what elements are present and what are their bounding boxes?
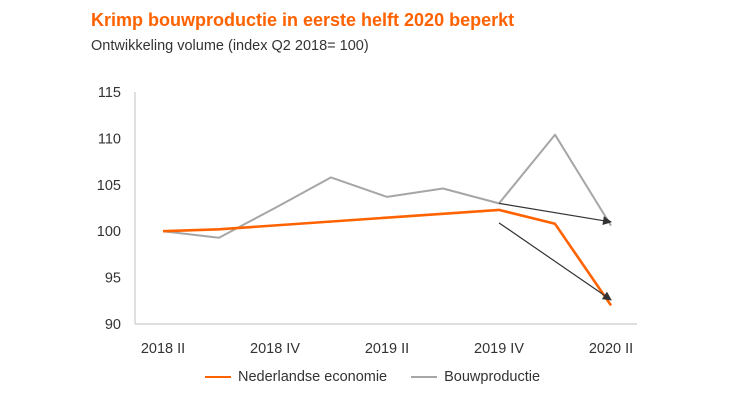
y-tick-label: 110: [98, 131, 121, 147]
y-tick-label: 105: [97, 178, 121, 194]
x-tick-label: 2019 IV: [474, 341, 524, 357]
y-axis-labels: 90 95 100 105 110 115: [97, 85, 121, 333]
chart-title: Krimp bouwproductie in eerste helft 2020…: [91, 10, 515, 30]
annotation-arrow-1: [498, 202, 612, 226]
x-tick-label: 2018 IV: [250, 341, 300, 357]
legend-swatch-grey: [411, 375, 438, 379]
y-tick-label: 90: [105, 317, 121, 333]
y-tick-label: 100: [97, 224, 121, 240]
legend-label-bouwproductie: Bouwproductie: [444, 369, 541, 385]
annotation-arrow-2: [498, 222, 612, 301]
y-tick-label: 95: [105, 271, 121, 287]
x-axis-labels: 2018 II 2018 IV 2019 II 2019 IV 2020 II: [141, 341, 633, 357]
annotation-arrows: [498, 202, 612, 301]
series-line-nederlandse-economie: [162, 208, 613, 307]
chart-subtitle: Ontwikkeling volume (index Q2 2018= 100): [91, 38, 369, 54]
y-tick-label: 115: [98, 85, 121, 101]
legend-swatch-orange: [205, 375, 231, 379]
legend-label-nederlandse-economie: Nederlandse economie: [238, 369, 388, 385]
series-lines: [162, 133, 613, 307]
x-tick-label: 2020 II: [589, 341, 633, 357]
legend: Nederlandse economie Bouwproductie: [205, 369, 564, 385]
legend-item-bouwproductie: Bouwproductie: [411, 369, 540, 385]
x-tick-label: 2019 II: [365, 341, 409, 357]
x-tick-label: 2018 II: [141, 341, 185, 357]
axes: [134, 92, 637, 325]
legend-item-nederlandse-economie: Nederlandse economie: [205, 369, 387, 385]
